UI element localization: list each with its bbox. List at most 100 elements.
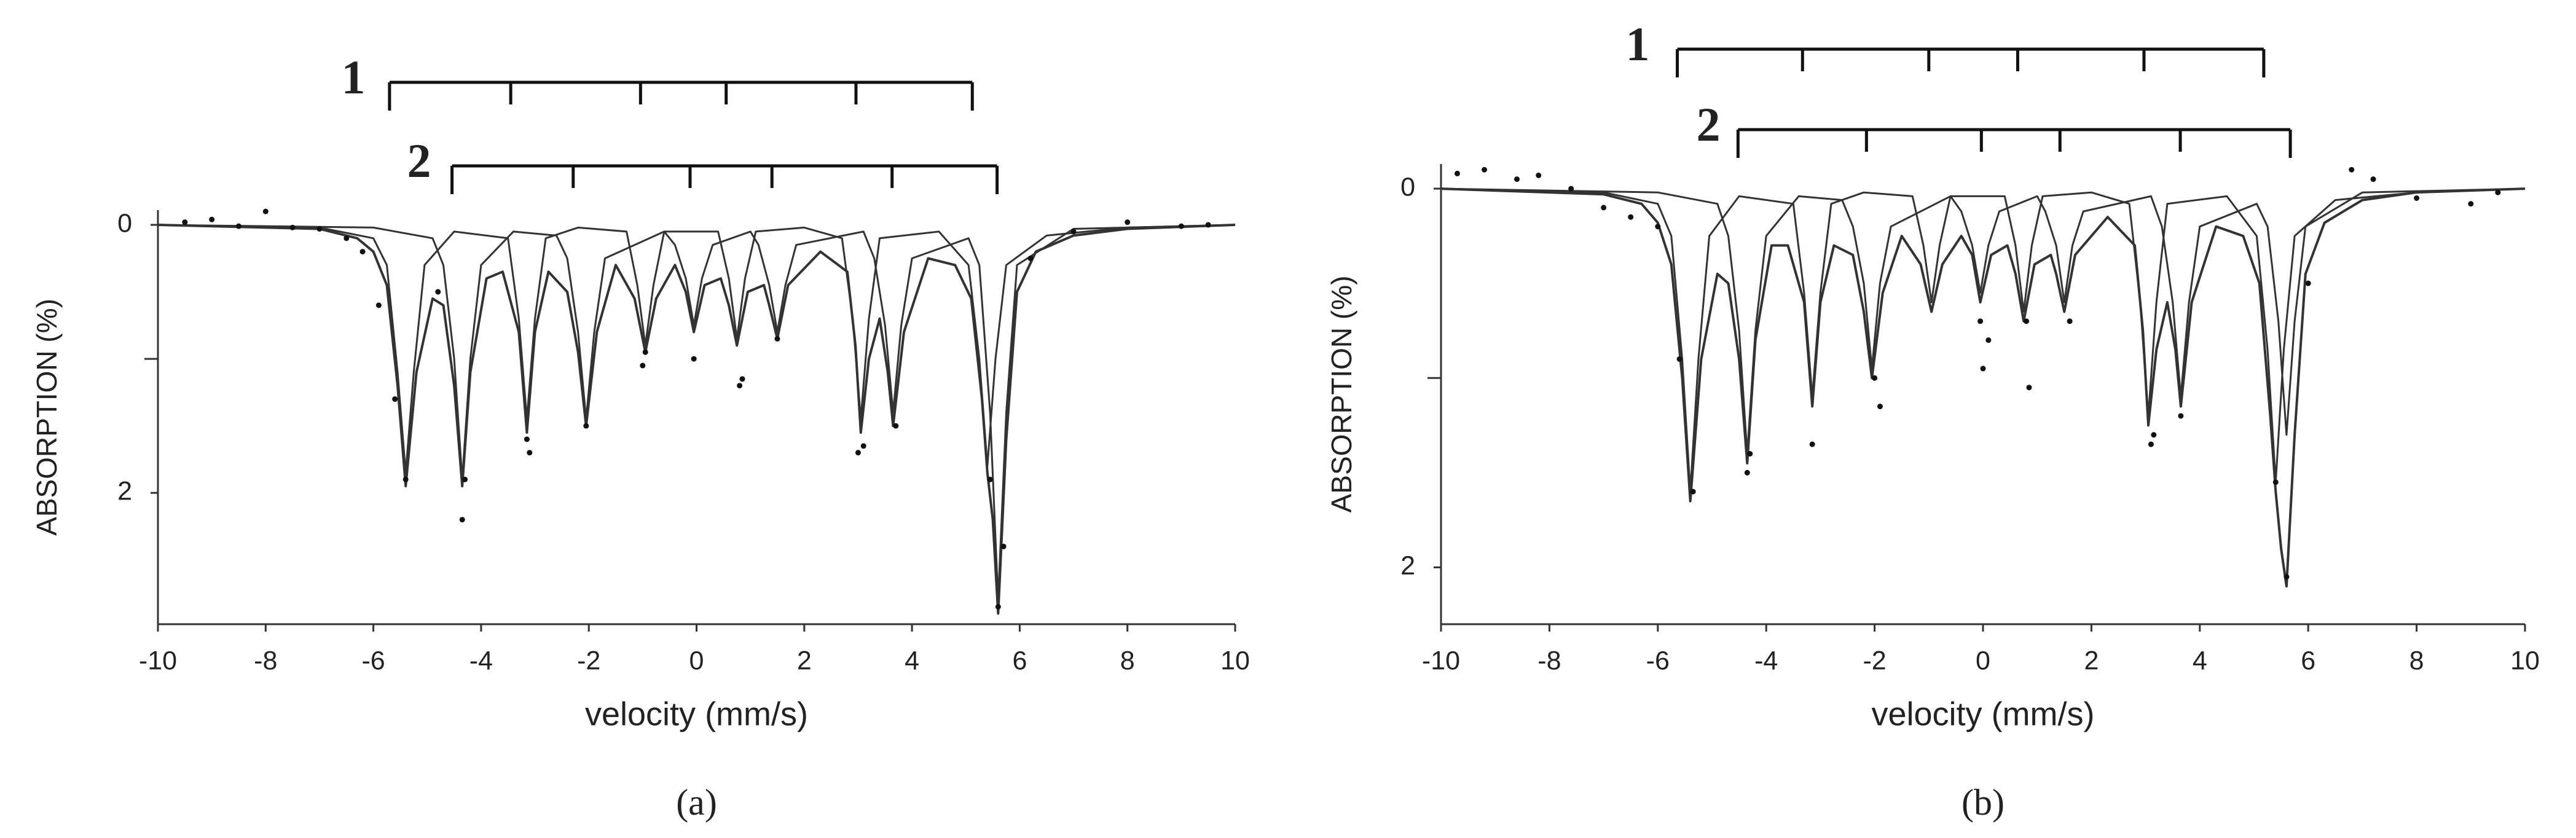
x-axis-label: velocity (mm/s) [1872, 695, 2095, 732]
sextet-label: 1 [342, 50, 366, 104]
y-tick-label: 2 [117, 477, 132, 506]
data-point [459, 517, 465, 523]
x-tick-label: -8 [254, 646, 277, 675]
x-tick-label: -2 [1863, 646, 1886, 675]
data-point [1514, 176, 1520, 182]
data-point [1482, 166, 1488, 173]
x-tick-label: 8 [2409, 646, 2424, 675]
data-point [2024, 318, 2030, 324]
data-point [893, 423, 899, 429]
data-point [855, 450, 861, 456]
data-point [1747, 451, 1753, 457]
data-point [402, 476, 409, 482]
data-point [640, 362, 646, 369]
data-point [2272, 479, 2279, 485]
data-point [739, 376, 745, 382]
data-point [1027, 256, 1034, 262]
data-point [1690, 488, 1696, 495]
data-point [1178, 223, 1184, 229]
x-tick-label: -6 [1646, 646, 1670, 675]
sextet-label: 2 [407, 134, 431, 187]
data-point [1872, 375, 1878, 381]
data-point [209, 216, 215, 222]
data-point [2349, 166, 2355, 173]
fit-curve [1440, 187, 2526, 588]
x-tick-label: 4 [2193, 646, 2207, 675]
y-axis-label: ABSORPTION (%) [1325, 276, 1357, 513]
data-point [1568, 186, 1574, 192]
data-point [2414, 195, 2420, 201]
data-point [316, 226, 323, 232]
data-point [1601, 205, 1607, 211]
data-point [1125, 219, 1131, 225]
fit-curve [1440, 187, 2526, 493]
data-point [2305, 280, 2311, 286]
data-point [1676, 356, 1683, 362]
data-point [1809, 441, 1815, 447]
sextet-label: 2 [1697, 98, 1721, 151]
data-point [642, 349, 648, 355]
sextet-label: 1 [1626, 17, 1650, 71]
data-point [583, 423, 589, 429]
x-tick-label: 10 [2510, 646, 2540, 675]
data-point [995, 604, 1001, 610]
data-point [1744, 469, 1750, 476]
x-tick-label: -4 [1754, 646, 1778, 675]
data-point [289, 224, 296, 230]
panel-label: (b) [1961, 782, 2005, 823]
data-point [1980, 366, 1986, 372]
data-point [182, 219, 188, 225]
data-point [1655, 224, 1661, 230]
x-tick-label: -10 [139, 646, 177, 675]
data-point [462, 476, 468, 482]
x-axis-label: velocity (mm/s) [585, 695, 808, 732]
data-point [2370, 176, 2376, 182]
data-point [774, 335, 780, 342]
x-tick-label: 6 [2301, 646, 2315, 675]
x-tick-label: 6 [1012, 646, 1027, 675]
data-point [1536, 172, 1542, 178]
fit-curve [157, 224, 1236, 615]
fit-curve [157, 224, 1236, 601]
x-tick-label: 0 [689, 646, 704, 675]
data-point [691, 356, 697, 362]
x-tick-label: 4 [905, 646, 919, 675]
data-point [737, 383, 743, 389]
panel-label: (a) [676, 782, 717, 823]
x-tick-label: 8 [1120, 646, 1135, 675]
data-point [235, 223, 242, 229]
x-tick-label: 10 [1220, 646, 1250, 675]
x-tick-label: -4 [469, 646, 493, 675]
x-tick-label: 2 [797, 646, 812, 675]
data-point [1000, 543, 1007, 549]
data-point [987, 476, 993, 482]
data-point [2151, 432, 2157, 438]
data-point [2495, 189, 2501, 195]
x-tick-label: -2 [577, 646, 600, 675]
data-point [1205, 222, 1211, 228]
x-tick-label: -8 [1537, 646, 1561, 675]
data-point [2283, 574, 2290, 580]
data-point [392, 396, 398, 402]
fit-curve [157, 224, 1236, 474]
data-point [1454, 170, 1460, 176]
data-point [375, 302, 382, 308]
data-point [1977, 318, 1984, 324]
y-axis-label: ABSORPTION (%) [31, 299, 63, 536]
y-tick-label: 0 [117, 208, 132, 238]
data-point [1985, 337, 1992, 343]
y-tick-label: 0 [1400, 172, 1415, 202]
data-point [344, 235, 350, 241]
data-point [2178, 413, 2184, 419]
data-point [2026, 385, 2032, 391]
data-point [524, 436, 530, 442]
data-point [1628, 214, 1634, 220]
data-point [359, 249, 366, 255]
data-point [527, 450, 533, 456]
data-point [1877, 404, 1883, 410]
data-point [2148, 441, 2154, 447]
data-point [2468, 201, 2474, 207]
data-point [262, 208, 269, 214]
